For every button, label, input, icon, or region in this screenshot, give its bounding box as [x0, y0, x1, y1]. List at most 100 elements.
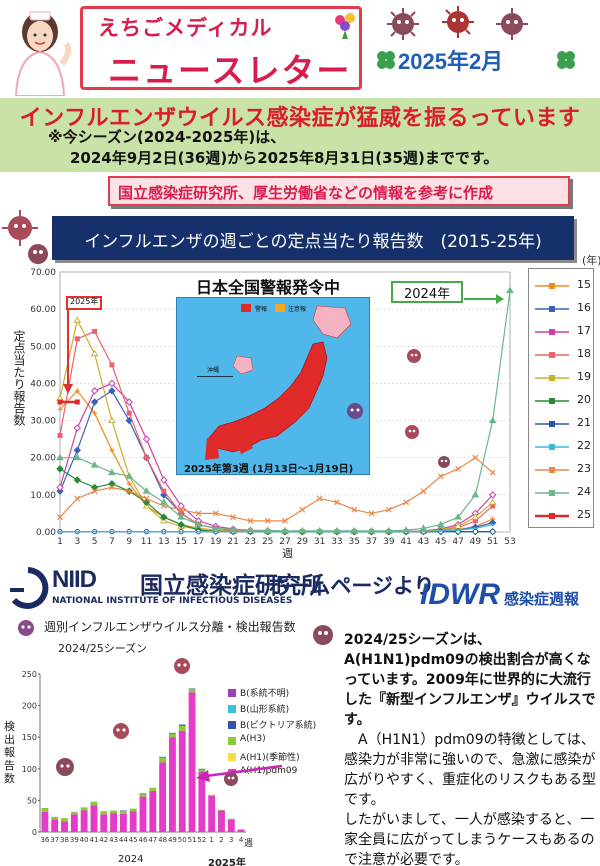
bar-segment [80, 807, 88, 811]
point-23 [212, 510, 219, 517]
point-22 [161, 530, 166, 533]
point-19 [488, 498, 497, 505]
lower-x-tick-label: 44 [119, 836, 128, 844]
headline-band [0, 98, 600, 172]
clover-icon [557, 51, 575, 69]
point-24 [125, 472, 134, 479]
x-tick-label: 7 [109, 537, 115, 547]
virus-icon [2, 210, 38, 246]
lower-x-tick-label: 37 [50, 836, 59, 844]
point-19 [73, 316, 82, 323]
legend-label: 23 [577, 462, 591, 475]
point-24 [56, 453, 64, 461]
point-15 [109, 447, 115, 453]
label-2025-box [66, 296, 102, 310]
point-23 [368, 510, 375, 517]
point-23 [230, 514, 237, 521]
bar-segment [90, 805, 98, 832]
lower-x-tick-label: 1 [209, 836, 213, 844]
bar-segment [129, 808, 137, 812]
point-23 [126, 488, 133, 495]
lower-chart-subtitle: 2024/25シーズン [58, 642, 148, 655]
point-24 [384, 526, 393, 534]
point-23 [333, 499, 340, 506]
niid-name-jp: 国立感染症研究所 [140, 573, 324, 599]
legend-item-22: 22 [533, 436, 593, 458]
lower-y-tick-label: 200 [22, 702, 37, 711]
label-2024: 2024年 [404, 287, 451, 302]
point-22 [438, 530, 443, 532]
point-24 [488, 416, 497, 424]
point-24 [281, 526, 289, 534]
bar-segment [208, 795, 216, 832]
bar-segment [218, 809, 225, 811]
point-20 [177, 520, 185, 529]
y-tick-label: 10.00 [30, 491, 56, 501]
point-24 [315, 526, 324, 534]
niid-logo-text: NIID [52, 566, 97, 593]
bar-segment [178, 724, 186, 726]
bar-segment [129, 811, 137, 832]
y-tick-label: 70.00 [30, 268, 56, 278]
point-25 [74, 399, 80, 405]
legend-label: 20 [577, 393, 591, 406]
source-box [108, 176, 570, 206]
chart-legend: 15 16 17 18 19 20 21 22 23 24 25 [528, 268, 594, 528]
x-tick-label: 35 [349, 537, 360, 547]
bar-segment [61, 821, 68, 832]
newsletter-subtitle: えちごメディカル [98, 16, 273, 40]
legend-swatch [535, 398, 569, 404]
bar-segment [168, 733, 176, 738]
season-note-line2: 2024年9月2日(36週)から2025年8月31日(35週)までです。 [70, 149, 499, 167]
point-17 [488, 491, 497, 499]
x-tick-label: 19 [210, 537, 222, 547]
x-tick-label: 49 [470, 537, 482, 547]
bar-segment [100, 811, 108, 815]
explanation-text: 2024/25シーズンは、A(H1N1)pdm09の検出割合が高くなっています。… [344, 630, 596, 866]
point-24 [90, 461, 99, 468]
point-15 [92, 410, 98, 416]
point-23 [195, 510, 202, 517]
clover-icon [377, 51, 395, 69]
legend-item-19: 19 [533, 367, 593, 389]
bar-legend-swatch [228, 705, 236, 713]
point-17 [108, 379, 116, 388]
legend-swatch [535, 306, 569, 312]
point-24 [454, 513, 462, 520]
legend-item-23: 23 [533, 459, 593, 481]
virus-icon [387, 8, 419, 40]
point-24 [177, 513, 186, 520]
point-23 [420, 488, 427, 495]
bar-segment [100, 814, 108, 832]
explanation-p3: したがいまして、一人が感染すると、一家全員に広がってしまうケースもあるので注意が… [344, 812, 595, 866]
legend-item-16: 16 [533, 298, 593, 320]
lower-y-axis-label: 検出報告数 [4, 720, 15, 785]
legend-item-24: 24 [533, 482, 593, 504]
point-23 [57, 514, 63, 521]
point-24 [159, 498, 168, 505]
bouquet-icon [335, 13, 355, 39]
point-24 [142, 487, 151, 494]
point-19 [471, 513, 480, 520]
point-15 [126, 481, 132, 487]
point-22 [75, 530, 80, 533]
season-note-line1: ※今シーズン(2024-2025年)は、 [48, 128, 286, 146]
point-17 [90, 387, 99, 395]
headline: インフルエンザウイルス感染症が猛威を振るっています [19, 106, 581, 131]
point-24 [263, 526, 272, 534]
x-tick-label: 13 [158, 537, 169, 547]
bar-segment [178, 730, 186, 832]
point-17 [142, 435, 151, 443]
lower-y-tick-label: 150 [22, 733, 37, 742]
lower-x-tick-label: 41 [89, 836, 98, 844]
point-24 [471, 490, 480, 498]
point-16 [73, 446, 82, 454]
explanation-p1: 2024/25シーズンは、A(H1N1)pdm09の検出割合が高くなっています。… [344, 632, 596, 728]
y-tick-label: 0.00 [36, 528, 56, 538]
bar-legend-swatch [228, 737, 236, 745]
point-22 [127, 530, 132, 533]
bar-legend-item: B(系統不明) [228, 686, 348, 702]
point-22 [144, 530, 149, 533]
point-18 [144, 455, 150, 461]
